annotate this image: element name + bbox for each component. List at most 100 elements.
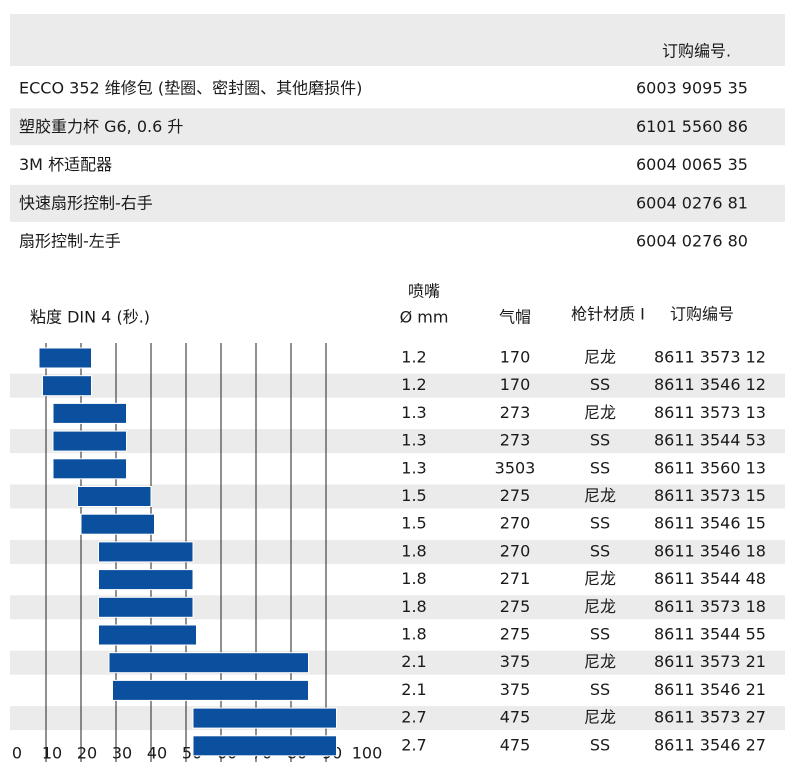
needle: SS <box>590 541 610 560</box>
viscosity-bar <box>98 569 194 591</box>
viscosity-bar <box>42 375 92 397</box>
air-cap: 275 <box>500 486 531 505</box>
x-tick-label: 0 <box>12 744 22 763</box>
nozzle: 1.3 <box>401 458 426 477</box>
order-number: 8611 3560 13 <box>654 458 766 477</box>
row-band <box>10 373 785 398</box>
air-cap: 170 <box>500 348 531 367</box>
nozzle: 1.8 <box>401 541 426 560</box>
needle: 尼龙 <box>584 708 616 727</box>
needle: SS <box>590 625 610 644</box>
order-number: 8611 3546 15 <box>654 514 766 533</box>
nozzle: 1.5 <box>401 486 426 505</box>
nozzle: 1.2 <box>401 375 426 394</box>
item-name: 3M 杯适配器 <box>19 155 112 174</box>
viscosity-bar <box>52 430 127 452</box>
nozzle: 2.1 <box>401 652 426 671</box>
nozzle: 1.2 <box>401 348 426 367</box>
needle: SS <box>590 735 610 754</box>
nozzle: 1.3 <box>401 431 426 450</box>
order-number: 8611 3546 21 <box>654 680 766 699</box>
air-cap: 273 <box>500 431 531 450</box>
item-name: ECCO 352 维修包 (垫圈、密封圈、其他磨损件) <box>19 79 362 98</box>
nozzle: 1.3 <box>401 403 426 422</box>
viscosity-bar <box>98 596 194 618</box>
item-name: 快速扇形控制-右手 <box>19 193 153 212</box>
needle: 尼龙 <box>584 348 616 367</box>
order-number: 8611 3544 55 <box>654 625 766 644</box>
needle: SS <box>590 458 610 477</box>
needle: SS <box>590 680 610 699</box>
order-number: 6004 0276 80 <box>636 232 748 251</box>
row-band <box>10 706 785 731</box>
needle: 尼龙 <box>584 569 616 588</box>
needle: 尼龙 <box>584 486 616 505</box>
viscosity-bar <box>112 679 309 701</box>
air-cap: 475 <box>500 708 531 727</box>
row-band <box>10 184 785 222</box>
viscosity-bar <box>52 402 127 424</box>
item-name: 塑胶重力杯 G6, 0.6 升 <box>19 117 183 136</box>
air-cap: 270 <box>500 514 531 533</box>
cap-header: 气帽 <box>499 308 531 327</box>
viscosity-bar <box>98 541 194 563</box>
air-cap: 170 <box>500 375 531 394</box>
header-title: 订购编号. <box>662 42 731 61</box>
nozzle: 1.8 <box>401 625 426 644</box>
viscosity-bar <box>98 624 197 646</box>
viscosity-bar <box>192 707 337 729</box>
order-header: 订购编号 <box>670 305 734 324</box>
order-number: 8611 3573 13 <box>654 403 766 422</box>
order-number: 6004 0065 35 <box>636 155 748 174</box>
nozzle: 1.8 <box>401 569 426 588</box>
row-band <box>10 108 785 146</box>
item-name: 扇形控制-左手 <box>19 232 121 251</box>
order-number: 8611 3573 27 <box>654 708 766 727</box>
needle: 尼龙 <box>584 403 616 422</box>
nozzle: 2.7 <box>401 735 426 754</box>
header-band <box>10 14 785 66</box>
order-number: 8611 3573 21 <box>654 652 766 671</box>
viscosity-title: 粘度 DIN 4 (秒.) <box>30 308 150 327</box>
order-number: 8611 3544 53 <box>654 431 766 450</box>
air-cap: 3503 <box>495 458 536 477</box>
air-cap: 271 <box>500 569 531 588</box>
order-number: 6004 0276 81 <box>636 193 748 212</box>
viscosity-bar <box>52 458 127 480</box>
needle: 尼龙 <box>584 652 616 671</box>
order-number: 8611 3573 18 <box>654 597 766 616</box>
order-number: 8611 3546 18 <box>654 541 766 560</box>
nozzle-header: 喷嘴 <box>408 282 440 301</box>
air-cap: 375 <box>500 652 531 671</box>
x-tick-label: 30 <box>112 744 132 763</box>
row-band <box>10 429 785 454</box>
viscosity-bar <box>108 652 309 674</box>
order-number: 8611 3573 15 <box>654 486 766 505</box>
nozzle: 2.7 <box>401 708 426 727</box>
needle: SS <box>590 431 610 450</box>
viscosity-bar <box>77 486 152 507</box>
needle: SS <box>590 514 610 533</box>
air-cap: 275 <box>500 625 531 644</box>
x-tick-label: 40 <box>147 744 167 763</box>
nozzle: 2.1 <box>401 680 426 699</box>
x-tick-label: 20 <box>77 744 97 763</box>
air-cap: 270 <box>500 541 531 560</box>
order-number: 8611 3546 12 <box>654 375 766 394</box>
x-tick-label: 100 <box>352 744 383 763</box>
needle: SS <box>590 375 610 394</box>
order-number: 8611 3544 48 <box>654 569 766 588</box>
air-cap: 273 <box>500 403 531 422</box>
air-cap: 475 <box>500 735 531 754</box>
needle-header: 枪针材质 I <box>571 305 645 324</box>
viscosity-bar <box>80 513 155 535</box>
viscosity-bar <box>38 347 92 369</box>
order-number: 6003 9095 35 <box>636 79 748 98</box>
order-number: 8611 3546 27 <box>654 735 766 754</box>
needle: 尼龙 <box>584 597 616 616</box>
air-cap: 375 <box>500 680 531 699</box>
x-tick-label: 10 <box>42 744 62 763</box>
nozzle: 1.8 <box>401 597 426 616</box>
air-cap: 275 <box>500 597 531 616</box>
